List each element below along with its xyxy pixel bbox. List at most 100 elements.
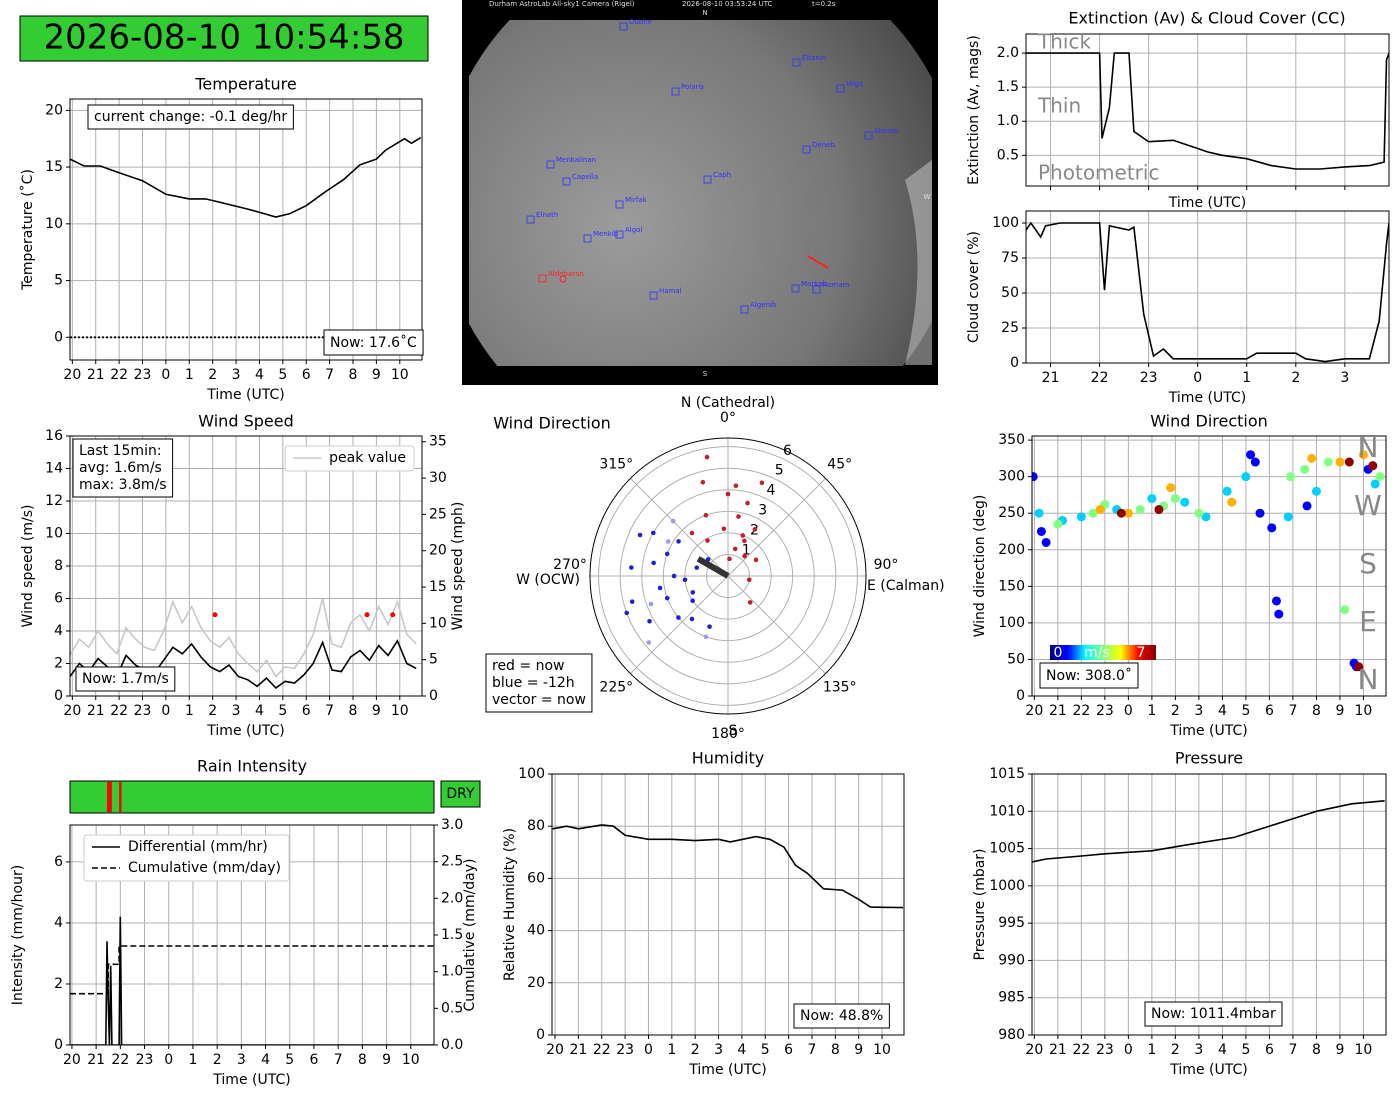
- x-tick-label: 23: [1096, 703, 1114, 719]
- y-tick-label: 1005: [989, 841, 1025, 857]
- x-tick-label: 0: [1193, 370, 1202, 386]
- data-point: [1246, 450, 1256, 460]
- annotation: Now: 48.8%: [793, 1003, 890, 1029]
- legend: Differential (mm/hr) Cumulative (mm/day): [83, 834, 290, 882]
- theta-tick-label: 90°: [874, 557, 899, 573]
- r-tick-label: 1: [742, 542, 751, 558]
- data-point: [740, 533, 746, 538]
- y-tick-label: 6: [54, 591, 63, 607]
- y-tick-label: 75: [1001, 250, 1019, 266]
- data-point: [689, 616, 695, 622]
- data-point: [1300, 464, 1310, 474]
- star-label: Mirfak: [625, 196, 648, 204]
- compass-letter: W: [1354, 489, 1382, 522]
- y2-axis-label: Cumulative (mm/day): [462, 858, 478, 1011]
- x-tick-label: 22: [110, 367, 128, 383]
- x-tick-label: 4: [255, 367, 264, 383]
- clock: 2026-08-10 10:54:58: [43, 18, 404, 58]
- legend-label: Differential (mm/hr): [128, 839, 268, 855]
- data-line: [70, 598, 417, 678]
- annotation-box: [793, 1003, 890, 1029]
- data-line: [1026, 52, 1389, 170]
- star-label: Deneb: [812, 141, 835, 149]
- x-tick-label: 20: [1025, 1042, 1043, 1058]
- data-point: [664, 551, 670, 557]
- star-label: Eltanin: [802, 54, 826, 62]
- annotation-box: [1144, 1001, 1283, 1027]
- data-point: [1255, 508, 1265, 518]
- x-tick-label: 8: [831, 1042, 840, 1058]
- y-axis-label: Wind direction (deg): [972, 495, 988, 638]
- data-point: [364, 612, 370, 618]
- x-tick-label: 22: [1072, 703, 1090, 719]
- star-marker: [802, 145, 811, 154]
- series-group: [70, 598, 417, 689]
- compass-label: N (Cathedral): [681, 395, 775, 411]
- annotation-text: vector = now: [492, 692, 586, 708]
- y2-tick-label: 1.5: [441, 927, 463, 943]
- y2-axis-label: Wind speed (mph): [450, 502, 466, 631]
- y-tick-label: 1000: [989, 878, 1025, 894]
- x-tick-label: 21: [1049, 703, 1067, 719]
- colorbar-tick-label: 7: [1137, 645, 1146, 661]
- star-label: Algol: [625, 226, 642, 234]
- y-tick-label: 16: [45, 428, 63, 444]
- star-marker: [546, 160, 555, 169]
- compass-letter: E: [1359, 605, 1377, 638]
- x-tick-label: 1: [667, 1042, 676, 1058]
- plot-area: [1026, 34, 1389, 186]
- data-point: [1283, 512, 1293, 522]
- data-point: [657, 585, 663, 591]
- data-line: [70, 945, 434, 995]
- colorbar: [1050, 645, 1156, 660]
- x-tick-label: 6: [309, 1052, 318, 1068]
- x-tick-label: 2: [1171, 703, 1180, 719]
- x-tick-label: 1: [1147, 703, 1156, 719]
- data-point: [1250, 457, 1260, 467]
- x-tick-label: 23: [616, 1042, 634, 1058]
- star-label: Markab: [801, 280, 827, 288]
- x-tick-label: 10: [391, 703, 409, 719]
- x-tick-label: 5: [761, 1042, 770, 1058]
- x-tick-label: 9: [854, 1042, 863, 1058]
- chart-title: Pressure: [1175, 749, 1243, 768]
- x-tick-label: 0: [161, 703, 170, 719]
- annotation-box: [485, 653, 593, 713]
- x-tick-label: 20: [63, 703, 81, 719]
- plot-area: [552, 774, 904, 1035]
- chart-title: Wind Direction: [493, 414, 611, 433]
- y-axis-label: Intensity (mm/hour): [10, 865, 26, 1005]
- rain-status-box: [440, 780, 481, 808]
- y-tick-label: 6: [54, 854, 63, 870]
- y-tick-label: 50: [1007, 651, 1025, 667]
- legend: peak value: [284, 445, 415, 472]
- camera-caption: Durham AstroLab All-sky1 Camera (Rigel): [489, 0, 635, 8]
- camera-timestamp: 2026-08-10 03:53:24 UTC: [682, 0, 773, 8]
- star-marker: [812, 285, 821, 294]
- data-point: [1154, 505, 1164, 515]
- x-tick-label: 1: [1147, 1042, 1156, 1058]
- x-tick-label: 10: [1355, 1042, 1373, 1058]
- data-point: [707, 624, 712, 629]
- grid-spoke: [630, 478, 729, 577]
- y-tick-label: 995: [998, 915, 1025, 931]
- data-point: [705, 538, 710, 543]
- x-tick-label: 3: [1194, 703, 1203, 719]
- x-tick-label: 20: [63, 1052, 81, 1068]
- y-tick-label: 350: [998, 432, 1025, 448]
- data-point: [745, 500, 750, 506]
- x-tick-label: 23: [136, 1052, 154, 1068]
- y-tick-label: 2: [54, 656, 63, 672]
- compass-label: S: [729, 723, 738, 739]
- series-group: [1032, 450, 1385, 672]
- x-tick-label: 22: [593, 1042, 611, 1058]
- y-tick-label: 980: [998, 1027, 1025, 1043]
- data-point: [1344, 457, 1354, 467]
- star-marker: [791, 284, 800, 293]
- data-point: [694, 565, 700, 570]
- camera-direction: N: [702, 9, 707, 17]
- data-point: [676, 539, 681, 544]
